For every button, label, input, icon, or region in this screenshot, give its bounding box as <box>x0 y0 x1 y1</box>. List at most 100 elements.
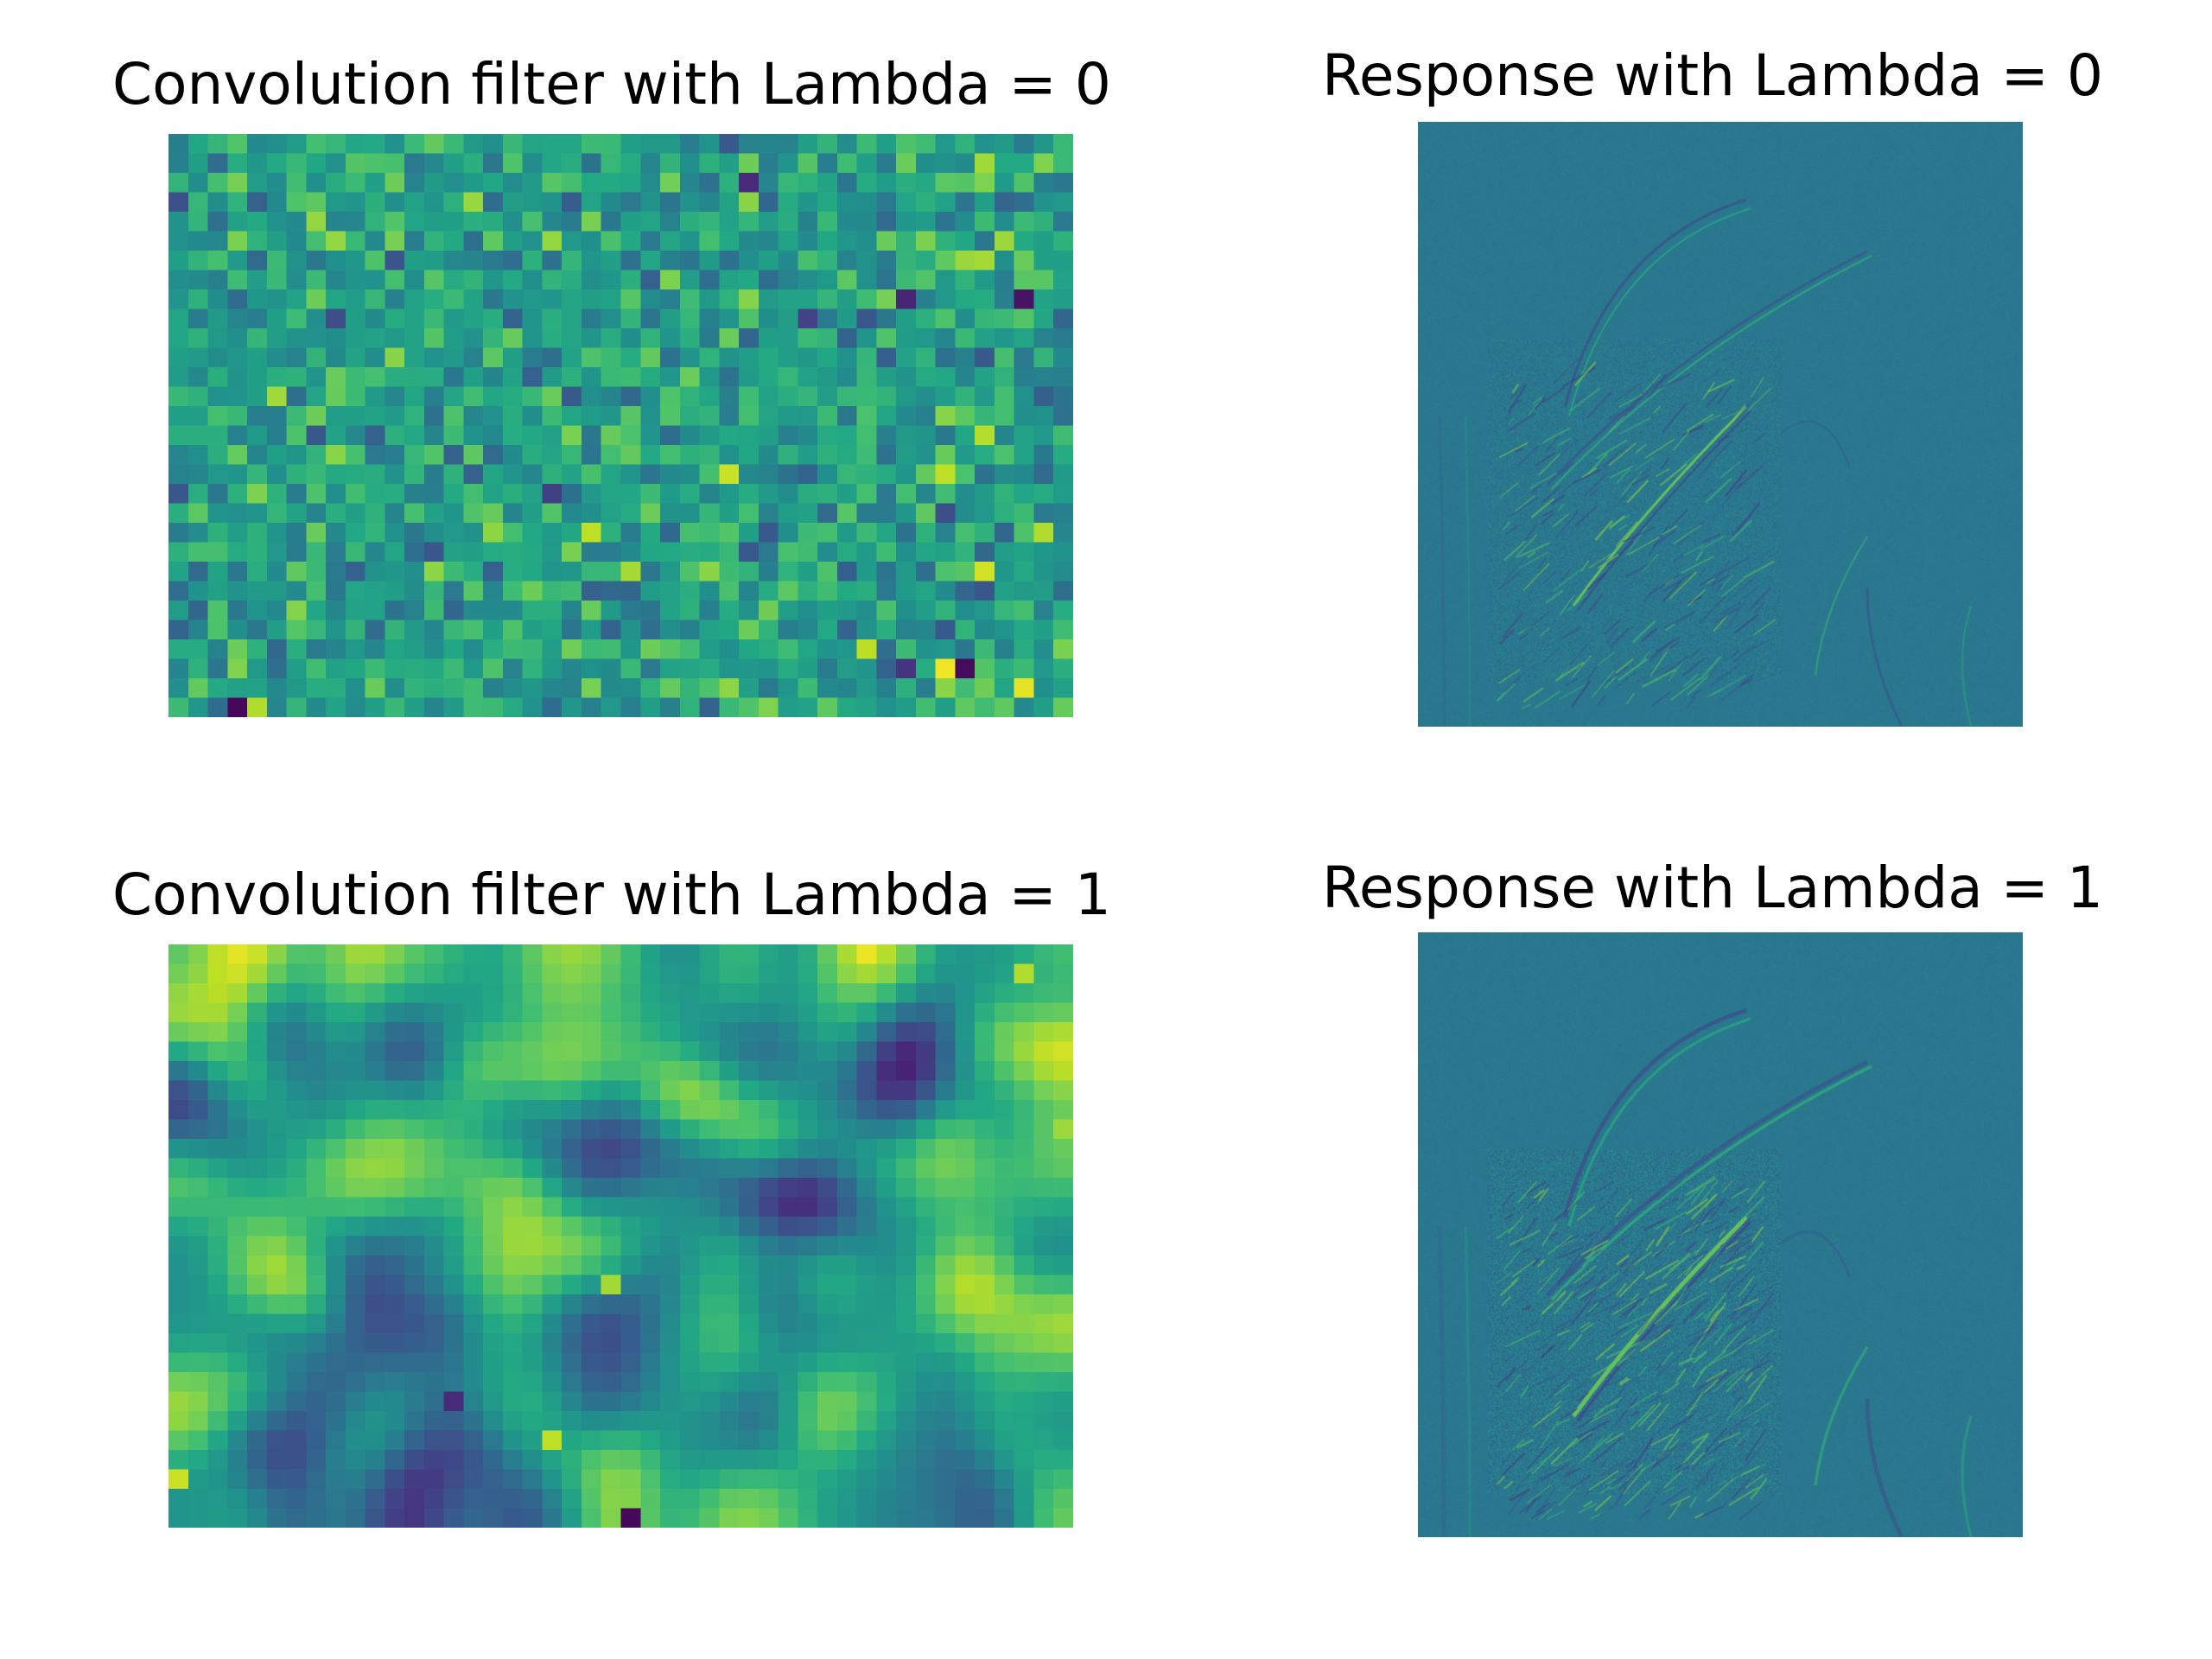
heatmap-cell <box>601 658 621 679</box>
heatmap-cell <box>365 1100 385 1120</box>
heatmap-cell <box>247 464 268 485</box>
heatmap-cell <box>286 464 307 485</box>
heatmap-cell <box>404 367 425 387</box>
heatmap-cell <box>994 1352 1015 1373</box>
heatmap-cell <box>817 251 838 270</box>
heatmap-cell <box>856 581 877 601</box>
heatmap-cell <box>620 503 641 524</box>
heatmap-cell <box>620 1178 641 1198</box>
heatmap-cell <box>385 347 405 368</box>
heatmap-cell <box>404 212 425 232</box>
heatmap-cell <box>188 1255 208 1275</box>
heatmap-cell <box>385 983 405 1003</box>
heatmap-cell <box>542 1178 563 1198</box>
heatmap-cell <box>778 542 798 563</box>
heatmap-cell <box>975 1041 995 1062</box>
heatmap-cell <box>247 523 268 543</box>
heatmap-cell <box>955 1217 976 1236</box>
heatmap-cell <box>168 1411 189 1431</box>
heatmap-cell <box>404 1041 425 1062</box>
heatmap-cell <box>168 1255 189 1275</box>
heatmap-cell <box>562 464 582 485</box>
heatmap-cell <box>896 639 917 659</box>
heatmap-cell <box>562 1061 582 1081</box>
heatmap-cell <box>522 328 543 348</box>
heatmap-cell <box>955 1002 976 1023</box>
heatmap-cell <box>562 134 582 154</box>
heatmap-cell <box>581 1217 602 1236</box>
heatmap-cell <box>247 347 268 368</box>
heatmap-cell <box>817 1002 838 1023</box>
heatmap-cell <box>955 1313 976 1334</box>
heatmap-cell <box>719 1217 740 1236</box>
heatmap-cell <box>365 425 385 446</box>
heatmap-cell <box>876 1508 897 1528</box>
heatmap-cell <box>345 1489 366 1509</box>
heatmap-cell <box>620 697 641 717</box>
heatmap-cell <box>1053 425 1073 446</box>
heatmap-cell <box>778 1274 798 1295</box>
heatmap-cell <box>247 983 268 1003</box>
heatmap-cell <box>640 406 661 426</box>
heatmap-cell <box>286 153 307 174</box>
heatmap-cell <box>660 1022 681 1042</box>
heatmap-cell <box>365 1139 385 1159</box>
heatmap-cell <box>798 1333 818 1353</box>
heatmap-cell <box>1053 1489 1073 1509</box>
heatmap-cell <box>798 308 818 329</box>
heatmap-cell <box>896 212 917 232</box>
heatmap-cell <box>719 1236 740 1256</box>
heatmap-cell <box>856 445 877 465</box>
heatmap-cell <box>581 1255 602 1275</box>
heatmap-cell <box>679 1469 700 1490</box>
heatmap-cell <box>1033 1119 1054 1140</box>
heatmap-cell <box>778 1372 798 1392</box>
heatmap-cell <box>562 347 582 368</box>
heatmap-cell <box>562 1197 582 1217</box>
heatmap-cell <box>286 1217 307 1236</box>
heatmap-cell <box>404 308 425 329</box>
heatmap-cell <box>168 1139 189 1159</box>
heatmap-cell <box>581 601 602 620</box>
heatmap-cell <box>876 1041 897 1062</box>
heatmap-cell <box>502 639 524 659</box>
heatmap-cell <box>227 1002 248 1023</box>
heatmap-cell <box>994 1178 1015 1198</box>
heatmap-cell <box>915 1119 937 1140</box>
heatmap-cell <box>227 1489 248 1509</box>
heatmap-cell <box>1014 658 1034 679</box>
heatmap-cell <box>856 678 877 698</box>
heatmap-cell <box>896 1100 917 1120</box>
heatmap-cell <box>679 289 700 309</box>
heatmap-cell <box>896 289 917 309</box>
heatmap-cell <box>365 1061 385 1081</box>
heatmap-cell <box>856 484 877 504</box>
heatmap-cell <box>365 983 385 1003</box>
heatmap-cell <box>955 503 976 524</box>
heatmap-cell <box>975 1255 995 1275</box>
heatmap-cell <box>896 445 917 465</box>
heatmap-cell <box>601 367 621 387</box>
heatmap-cell <box>660 1508 681 1528</box>
heatmap-cell <box>443 1002 464 1023</box>
heatmap-cell <box>306 1450 327 1470</box>
heatmap-cell <box>227 134 248 154</box>
heatmap-cell <box>640 1100 661 1120</box>
heatmap-cell <box>679 1391 700 1412</box>
heatmap-cell <box>463 963 484 984</box>
heatmap-cell <box>660 620 681 640</box>
heatmap-cell <box>876 523 897 543</box>
heatmap-cell <box>876 270 897 290</box>
heatmap-cell <box>581 406 602 426</box>
heatmap-cell <box>817 367 838 387</box>
heatmap-cell <box>640 425 661 446</box>
heatmap-cell <box>542 1352 563 1373</box>
heatmap-cell <box>443 963 464 984</box>
heatmap-cell <box>935 1430 956 1451</box>
heatmap-cell <box>856 1294 877 1314</box>
heatmap-cell <box>640 1255 661 1275</box>
heatmap-cell <box>168 678 189 698</box>
heatmap-cell <box>1053 1197 1073 1217</box>
heatmap-cell <box>1053 639 1073 659</box>
heatmap-cell <box>758 1061 779 1081</box>
